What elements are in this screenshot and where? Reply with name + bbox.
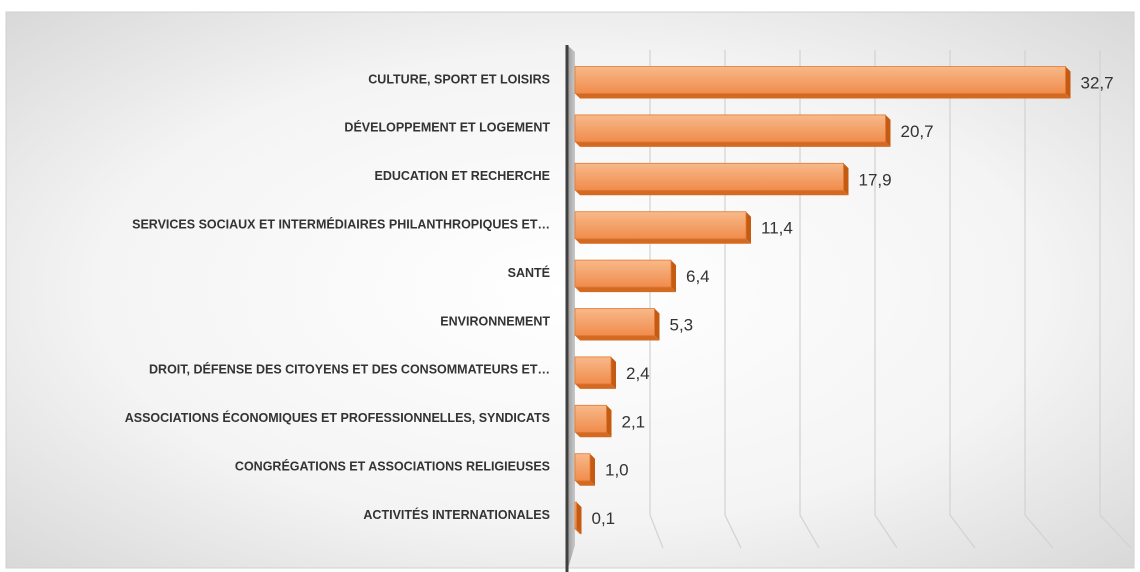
- bar-bottom: [575, 93, 1071, 99]
- bar: [574, 162, 849, 196]
- bar: [574, 308, 660, 341]
- bar: [574, 453, 595, 486]
- bar-face: [574, 211, 747, 240]
- bar-side: [576, 502, 582, 535]
- bar-side: [1065, 66, 1071, 99]
- grid-line: [649, 50, 664, 549]
- bar: [574, 501, 582, 535]
- grid-line: [1099, 50, 1132, 549]
- grid-line: [724, 50, 742, 549]
- bar-bottom: [575, 432, 612, 438]
- bar-side: [885, 114, 891, 147]
- value-label: 6,4: [686, 267, 710, 286]
- category-label: DROIT, DÉFENSE DES CITOYENS ET DES CONSO…: [149, 362, 550, 377]
- bar: [574, 259, 676, 293]
- value-label: 11,4: [761, 219, 793, 238]
- bar: [574, 404, 612, 438]
- category-label: ACTIVITÉS INTERNATIONALES: [363, 507, 550, 522]
- bar-bottom: [575, 141, 891, 147]
- bar-face: [574, 66, 1066, 94]
- bar-face: [574, 453, 591, 482]
- bar-bottom: [575, 529, 582, 535]
- bar-face: [574, 308, 655, 336]
- bar: [574, 66, 1071, 99]
- grid-line: [799, 50, 820, 549]
- bar-bottom: [575, 383, 616, 389]
- bar-side: [611, 356, 616, 389]
- value-label: 20,7: [901, 122, 934, 141]
- grid-line: [949, 50, 976, 549]
- bar: [574, 211, 751, 244]
- bar-side: [654, 308, 660, 341]
- bar-face: [574, 259, 672, 288]
- category-label: EDUCATION ET RECHERCHE: [375, 169, 550, 183]
- bar-bottom: [575, 287, 676, 293]
- category-label: ASSOCIATIONS ÉCONOMIQUES ET PROFESSIONNE…: [125, 410, 550, 425]
- bar-face: [574, 356, 612, 385]
- category-label: ENVIRONNEMENT: [440, 314, 550, 328]
- bar-face: [574, 114, 886, 143]
- category-label: DÉVELOPPEMENT ET LOGEMENT: [344, 120, 550, 135]
- bar-face: [574, 501, 577, 530]
- bar-bottom: [575, 238, 751, 244]
- bar-side: [590, 453, 595, 486]
- bar-side: [671, 260, 676, 293]
- value-label: 1,0: [605, 461, 629, 480]
- bar-side: [746, 211, 751, 244]
- bar-side: [606, 405, 612, 438]
- axis-wall: [567, 45, 575, 572]
- category-label: CONGRÉGATIONS ET ASSOCIATIONS RELIGIEUSE…: [235, 458, 550, 473]
- category-label: SERVICES SOCIAUX ET INTERMÉDIAIRES PHILA…: [132, 216, 550, 231]
- bar: [574, 114, 891, 147]
- bar-side: [843, 163, 849, 196]
- value-label: 2,1: [622, 412, 646, 431]
- bar-face: [574, 162, 844, 191]
- bar-bottom: [575, 190, 849, 196]
- bar: [574, 356, 616, 389]
- value-label: 17,9: [859, 170, 892, 189]
- category-label: CULTURE, SPORT ET LOISIRS: [368, 72, 550, 86]
- grid-line: [874, 50, 898, 549]
- value-label: 5,3: [670, 315, 694, 334]
- value-label: 2,4: [626, 364, 650, 383]
- bar-bottom: [575, 335, 660, 341]
- grid-line: [1024, 50, 1054, 549]
- value-label: 32,7: [1081, 73, 1114, 92]
- bar-face: [574, 404, 607, 433]
- value-label: 0,1: [592, 509, 616, 528]
- bar-bottom: [575, 480, 595, 486]
- category-label: SANTÉ: [508, 265, 550, 280]
